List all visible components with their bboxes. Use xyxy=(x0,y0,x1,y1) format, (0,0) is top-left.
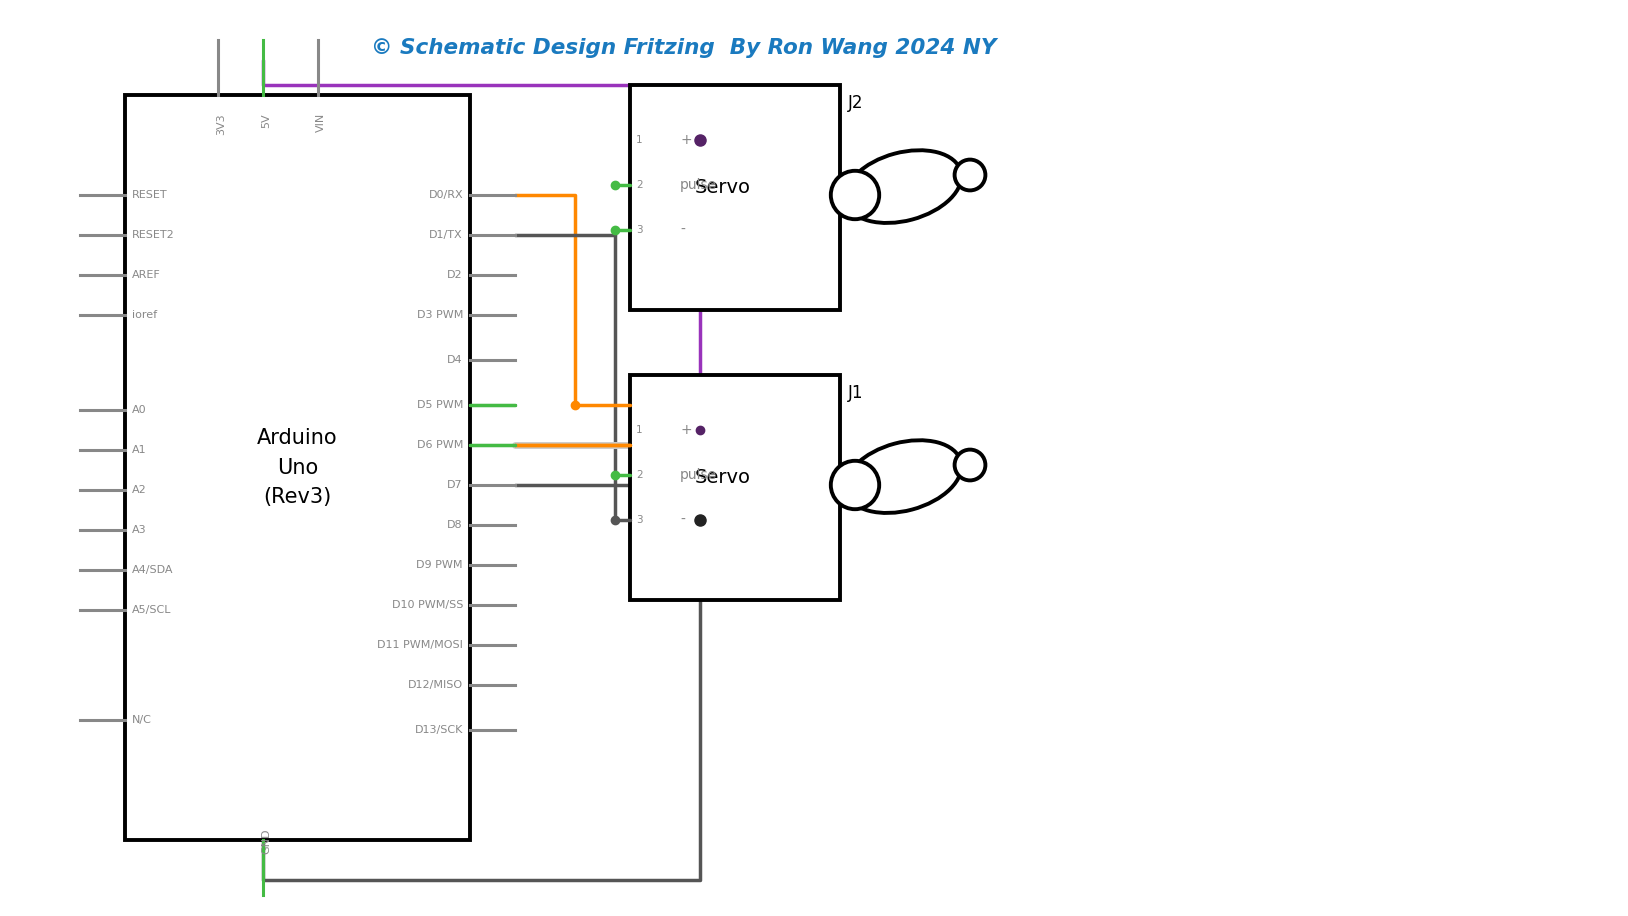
Text: 1: 1 xyxy=(637,425,643,435)
Text: +: + xyxy=(681,423,692,437)
Text: Servo: Servo xyxy=(695,468,751,487)
Text: 1: 1 xyxy=(637,135,643,145)
Text: A3: A3 xyxy=(132,525,147,535)
Text: D7: D7 xyxy=(448,480,462,490)
Text: ioref: ioref xyxy=(132,310,158,320)
Text: A0: A0 xyxy=(132,405,147,415)
Text: D1/TX: D1/TX xyxy=(430,230,462,240)
Circle shape xyxy=(830,170,879,219)
Text: D0/RX: D0/RX xyxy=(428,190,462,200)
Text: 3: 3 xyxy=(637,515,643,525)
Text: D12/MISO: D12/MISO xyxy=(409,680,462,690)
Text: D9 PWM: D9 PWM xyxy=(417,560,462,570)
Text: -: - xyxy=(681,513,685,527)
Text: 5V: 5V xyxy=(260,113,270,127)
Text: pulse: pulse xyxy=(681,178,716,192)
Text: D13/SCK: D13/SCK xyxy=(415,725,462,735)
Text: A4/SDA: A4/SDA xyxy=(132,565,174,575)
Text: D2: D2 xyxy=(448,270,462,280)
Text: 3: 3 xyxy=(637,225,643,235)
Circle shape xyxy=(954,450,985,480)
Text: © Schematic Design Fritzing  By Ron Wang 2024 NY: © Schematic Design Fritzing By Ron Wang … xyxy=(371,38,996,58)
Circle shape xyxy=(954,159,985,191)
Text: D8: D8 xyxy=(448,520,462,530)
Text: Servo: Servo xyxy=(695,178,751,197)
Text: GND: GND xyxy=(260,828,270,854)
Text: AREF: AREF xyxy=(132,270,161,280)
Text: +: + xyxy=(681,133,692,147)
Text: Arduino
Uno
(Rev3): Arduino Uno (Rev3) xyxy=(257,428,339,507)
Ellipse shape xyxy=(845,441,962,513)
Text: D10 PWM/SS: D10 PWM/SS xyxy=(392,600,462,610)
Text: J2: J2 xyxy=(848,94,863,112)
Text: RESET: RESET xyxy=(132,190,168,200)
Ellipse shape xyxy=(845,150,962,223)
Text: N/C: N/C xyxy=(132,715,151,725)
Text: D5 PWM: D5 PWM xyxy=(417,400,462,410)
Text: A2: A2 xyxy=(132,485,147,495)
Bar xyxy=(125,95,470,840)
Text: VIN: VIN xyxy=(316,113,326,132)
Text: J1: J1 xyxy=(848,384,863,402)
Text: A5/SCL: A5/SCL xyxy=(132,605,171,615)
Text: D4: D4 xyxy=(448,355,462,365)
Text: D3 PWM: D3 PWM xyxy=(417,310,462,320)
Text: D6 PWM: D6 PWM xyxy=(417,440,462,450)
Bar xyxy=(630,375,840,600)
Bar xyxy=(630,85,840,310)
Text: -: - xyxy=(681,223,685,237)
Text: 2: 2 xyxy=(637,180,643,190)
Text: D11 PWM/MOSI: D11 PWM/MOSI xyxy=(378,640,462,650)
Text: A1: A1 xyxy=(132,445,147,455)
Text: pulse: pulse xyxy=(681,468,716,482)
Circle shape xyxy=(830,461,879,509)
Text: RESET2: RESET2 xyxy=(132,230,174,240)
Text: 3V3: 3V3 xyxy=(217,113,226,135)
Text: 2: 2 xyxy=(637,470,643,480)
